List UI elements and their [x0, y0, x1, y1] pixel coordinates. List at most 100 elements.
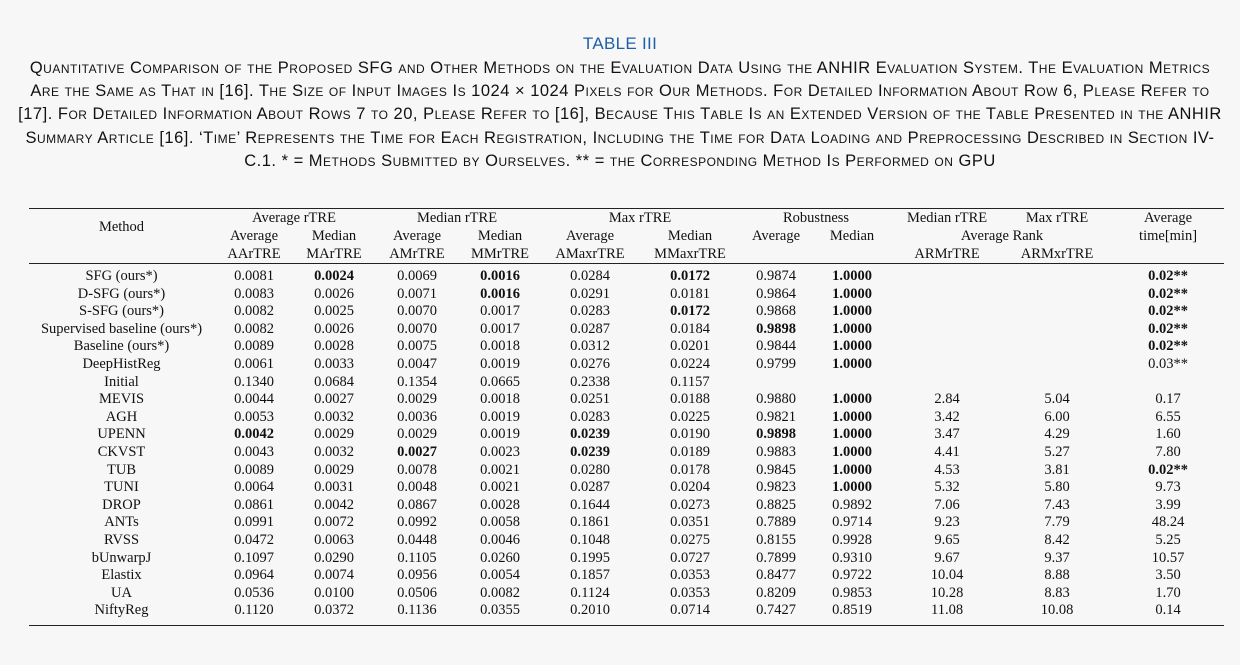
value-cell: 0.1105: [397, 549, 437, 566]
value-cell: 0.0287: [570, 479, 610, 496]
top-rule: [29, 208, 1224, 209]
value-cell: 0.0283: [570, 303, 610, 320]
value-cell: 0.9883: [756, 443, 796, 460]
value-cell: 1.0000: [832, 285, 872, 302]
value-cell: [892, 356, 1002, 374]
table-header: Method Average rTRE Median rTRE Max rTRE…: [29, 209, 1224, 264]
value-cell: 0.0028: [480, 496, 520, 513]
value-cell: 8.42: [1044, 531, 1070, 548]
value-cell: 0.0353: [670, 567, 710, 584]
table-row: bUnwarpJ 0.1097 0.0290 0.1105 0.0260 0.1995 0.…: [29, 550, 1224, 568]
value-cell: 0.0025: [314, 303, 354, 320]
value-cell: 0.9898: [756, 426, 796, 443]
header-empty: [740, 245, 812, 264]
value-cell: [1002, 356, 1112, 374]
table-row: Baseline (ours*) 0.0089 0.0028 0.0075 0.0018…: [29, 338, 1224, 356]
method-cell: S-SFG (ours*): [79, 303, 164, 320]
value-cell: [892, 262, 1003, 286]
value-cell: 0.02**: [1148, 338, 1188, 355]
value-cell: 3.50: [1155, 567, 1181, 584]
table-caption: Quantitative Comparison of the Proposed …: [18, 59, 1222, 170]
table-body: SFG (ours*) 0.0081 0.0024 0.0069 0.0016 0.028…: [29, 262, 1225, 625]
value-cell: 0.8477: [756, 567, 796, 584]
value-cell: 0.7427: [756, 602, 796, 619]
table-row: Supervised baseline (ours*) 0.0082 0.0026 0…: [29, 321, 1224, 339]
header-sub-median: Median: [829, 228, 875, 244]
value-cell: 1.60: [1155, 426, 1181, 443]
value-cell: 2.84: [934, 391, 960, 408]
value-cell: 0.8155: [756, 531, 796, 548]
value-cell: 0.0280: [570, 461, 610, 478]
value-cell: [892, 321, 1002, 339]
value-cell: 0.1048: [570, 531, 610, 548]
value-cell: 0.0029: [314, 461, 354, 478]
method-cell: Baseline (ours*): [73, 338, 170, 355]
value-cell: 1.0000: [832, 426, 872, 443]
value-cell: 1.0000: [832, 303, 872, 320]
header-empty: [812, 245, 892, 264]
table-row: TUNI 0.0064 0.0031 0.0048 0.0021 0.0287 0.0204…: [29, 479, 1224, 497]
value-cell: 0.0201: [670, 338, 710, 355]
value-cell: 0.0024: [294, 262, 374, 286]
value-cell: 0.0033: [314, 355, 354, 372]
value-cell: 0.9874: [740, 262, 813, 286]
method-cell: RVSS: [103, 531, 140, 548]
value-cell: 0.0053: [234, 408, 274, 425]
value-cell: 0.9892: [832, 496, 872, 513]
value-cell: 0.1995: [570, 549, 610, 566]
value-cell: 0.02**: [1148, 285, 1188, 302]
value-cell: 1.0000: [812, 262, 893, 286]
value-cell: 11.08: [931, 602, 964, 619]
value-cell: 0.0078: [397, 461, 437, 478]
value-cell: 0.7899: [756, 549, 796, 566]
value-cell: 0.0075: [397, 338, 437, 355]
header-sub-average: Average: [566, 228, 615, 244]
method-cell: UPENN: [97, 426, 146, 443]
value-cell: 1.0000: [832, 443, 872, 460]
value-cell: 0.0472: [234, 531, 274, 548]
table-row: NiftyReg 0.1120 0.0372 0.1136 0.0355 0.2010 0.…: [29, 602, 1224, 625]
value-cell: 3.81: [1044, 461, 1070, 478]
value-cell: 0.0044: [234, 391, 274, 408]
value-cell: 10.08: [1040, 602, 1074, 619]
header-martre: MArTRE: [306, 246, 362, 262]
value-cell: 1.0000: [832, 391, 872, 408]
value-cell: 0.0275: [670, 531, 710, 548]
method-cell: Elastix: [101, 567, 142, 584]
table-row: Elastix 0.0964 0.0074 0.0956 0.0054 0.1857 0.0…: [29, 567, 1224, 585]
method-cell: SFG (ours*): [29, 262, 214, 286]
value-cell: 0.0032: [314, 408, 354, 425]
value-cell: 8.88: [1044, 567, 1070, 584]
value-cell: 5.27: [1044, 443, 1070, 460]
value-cell: 0.17: [1155, 391, 1181, 408]
value-cell: 0.0018: [480, 391, 520, 408]
value-cell: 1.0000: [832, 408, 872, 425]
value-cell: 0.0239: [570, 443, 610, 460]
value-cell: 0.9821: [756, 408, 796, 425]
value-cell: 4.29: [1044, 426, 1070, 443]
value-cell: 0.0017: [480, 303, 520, 320]
header-amrtre: AMrTRE: [389, 246, 445, 262]
value-cell: 10.04: [930, 567, 964, 584]
method-cell: bUnwarpJ: [91, 549, 152, 566]
value-cell: 0.0190: [670, 426, 710, 443]
value-cell: 0.0283: [570, 408, 610, 425]
value-cell: 0.0027: [397, 443, 437, 460]
value-cell: 3.99: [1155, 496, 1181, 513]
value-cell: 0.2338: [570, 373, 610, 390]
value-cell: 0.1097: [234, 549, 274, 566]
header-sub-median: Median: [311, 228, 357, 244]
value-cell: 0.7889: [756, 514, 796, 531]
header-amaxrtre: AMaxrTRE: [555, 246, 625, 262]
value-cell: [1002, 262, 1113, 286]
value-cell: 0.0026: [314, 320, 354, 337]
method-cell: CKVST: [97, 443, 146, 460]
header-average-time: Average: [1144, 210, 1193, 226]
value-cell: 0.0031: [314, 479, 354, 496]
value-cell: 0.0026: [314, 285, 354, 302]
value-cell: 0.0355: [480, 602, 520, 619]
value-cell: 0.1136: [397, 602, 437, 619]
table-row: S-SFG (ours*) 0.0082 0.0025 0.0070 0.0017 0.0…: [29, 303, 1224, 321]
value-cell: 0.0054: [480, 567, 520, 584]
value-cell: 0.0312: [570, 338, 610, 355]
